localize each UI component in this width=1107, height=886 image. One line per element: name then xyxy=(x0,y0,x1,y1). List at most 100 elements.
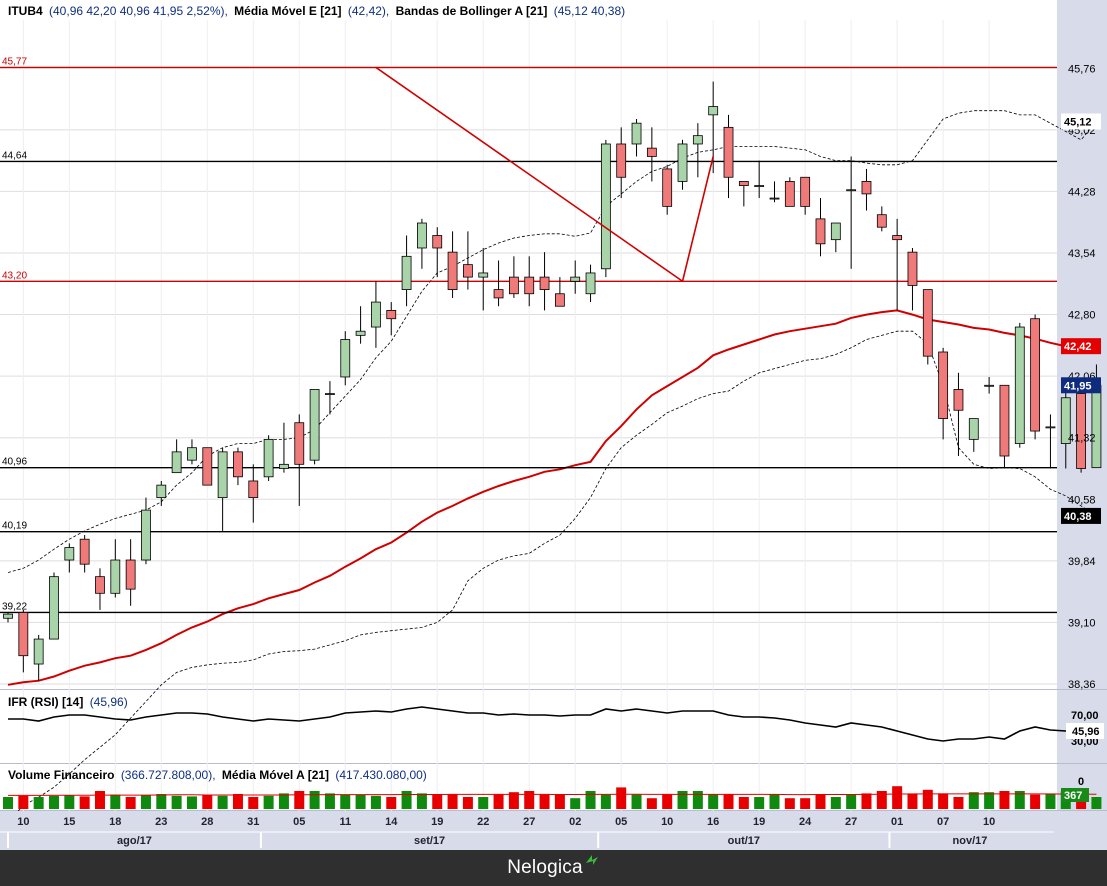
volume-bar xyxy=(217,795,228,809)
candle-up xyxy=(1091,384,1102,469)
x-axis-day-label: 19 xyxy=(431,816,443,828)
volume-bar xyxy=(263,795,274,809)
bollinger-upper-band xyxy=(7,110,1097,573)
price-tick-label: 38,36 xyxy=(1068,679,1096,691)
volume-bar xyxy=(999,791,1010,809)
candle-down xyxy=(616,143,627,178)
candle-up xyxy=(677,143,688,182)
candle-up xyxy=(340,339,351,378)
x-axis-day-label: 18 xyxy=(109,816,121,828)
volume-bar xyxy=(815,794,826,809)
volume-bar xyxy=(631,794,642,809)
volume-tick-zero: 0 xyxy=(1078,776,1084,788)
volume-badge-bg xyxy=(1061,788,1089,802)
volume-bar xyxy=(386,797,397,809)
grid-layer xyxy=(0,20,1057,832)
volume-bar xyxy=(125,797,136,809)
rsi-legend-value: (45,96) xyxy=(90,695,128,709)
volume-bar xyxy=(493,794,504,809)
candle-up xyxy=(141,509,151,561)
x-axis-day-label: 11 xyxy=(339,816,351,828)
candle-up xyxy=(1014,326,1025,444)
volume-bar xyxy=(738,797,749,809)
candle-up xyxy=(1045,426,1056,429)
volume-bar xyxy=(600,794,611,809)
candle-down xyxy=(79,538,90,565)
volume-bar xyxy=(79,796,90,809)
x-axis-day-label: 05 xyxy=(293,816,305,828)
candle-up xyxy=(156,484,167,499)
volume-bar xyxy=(3,797,13,809)
volume-bar xyxy=(723,794,734,809)
x-axis-day-label: 23 xyxy=(155,816,167,828)
price-badges: 45,12 42,42 41,95 40,38 xyxy=(1061,113,1101,524)
volume-bar xyxy=(892,786,903,809)
price-tick-label: 45,76 xyxy=(1068,63,1096,75)
candle-down xyxy=(907,251,918,286)
x-axis-day-label: 27 xyxy=(523,816,535,828)
volume-legend: Volume Financeiro (366.727.808,00), Médi… xyxy=(8,768,427,782)
brand-name: Nelogica xyxy=(507,857,583,878)
candle-up xyxy=(631,122,642,145)
volume-bar xyxy=(171,795,182,809)
candle-up xyxy=(769,197,780,200)
x-axis-day-label: 31 xyxy=(247,816,259,828)
volume-bar xyxy=(370,795,381,809)
candle-down xyxy=(1076,393,1086,469)
trendlines[interactable] xyxy=(375,66,714,282)
candle-up xyxy=(846,189,857,192)
volume-bar xyxy=(324,793,335,809)
x-axis-panel xyxy=(0,811,1107,850)
volume-bar xyxy=(156,794,167,809)
ema-21-line xyxy=(7,309,1097,686)
volume-bar xyxy=(94,791,105,809)
candle-down xyxy=(784,181,795,207)
candle-up xyxy=(171,451,182,474)
brand-mark-icon xyxy=(585,855,598,865)
chart-svg[interactable]: ITUB4 (40,96 42,20 40,96 41,95 2,52%), M… xyxy=(0,0,1107,850)
volume-bar xyxy=(876,791,887,809)
horizontal-line-label: 40,19 xyxy=(2,521,27,532)
candle-up xyxy=(585,272,596,295)
candle-down xyxy=(432,235,443,249)
volume-bar xyxy=(309,791,320,809)
rsi-legend: IFR (RSI) [14] (45,96) xyxy=(8,695,128,709)
x-axis-day-label: 07 xyxy=(937,816,949,828)
candle-down xyxy=(861,181,872,195)
bb-legend-value: (45,12 40,38) xyxy=(554,4,625,18)
candle-down xyxy=(892,235,903,241)
volume-bar xyxy=(953,797,964,809)
candle-down xyxy=(554,293,565,307)
candle-down xyxy=(95,576,105,594)
candle-up xyxy=(64,547,75,561)
volume-bar xyxy=(585,791,596,809)
volume-ma-value: (417.430.080,00) xyxy=(335,768,426,782)
candle-down xyxy=(662,168,673,207)
candle-up xyxy=(570,276,581,282)
volume-bar xyxy=(846,794,857,809)
volume-bar xyxy=(861,793,872,809)
volume-bar xyxy=(186,796,197,809)
price-badge: 41,95 xyxy=(1064,380,1092,392)
price-badge-bg xyxy=(1061,507,1101,524)
volume-bar xyxy=(278,793,289,809)
candle-down xyxy=(738,181,749,186)
x-axis-day-label: 24 xyxy=(799,816,812,828)
horizontal-line-label: 40,96 xyxy=(2,457,27,468)
horizontal-lines[interactable]: 45,77 44,64 43,20 40,96 40,19 39,22 xyxy=(0,56,1057,614)
x-axis-day-label: 10 xyxy=(661,816,673,828)
candle-down xyxy=(294,422,305,465)
volume-bar xyxy=(922,789,933,809)
volume-bar xyxy=(508,792,519,809)
candle-down xyxy=(125,559,136,590)
volume-bar xyxy=(248,797,259,809)
candle-up xyxy=(279,463,289,469)
volume-bar xyxy=(340,794,351,809)
x-axis-day-label: 02 xyxy=(569,816,581,828)
volume-bar xyxy=(140,795,151,809)
price-tick-label: 41,32 xyxy=(1068,433,1096,445)
price-tick-label: 40,58 xyxy=(1068,494,1096,506)
x-axis-day-label: 10 xyxy=(17,816,29,828)
bb-legend-label: Bandas de Bollinger A [21] xyxy=(396,4,548,18)
volume-bars xyxy=(3,786,1102,809)
